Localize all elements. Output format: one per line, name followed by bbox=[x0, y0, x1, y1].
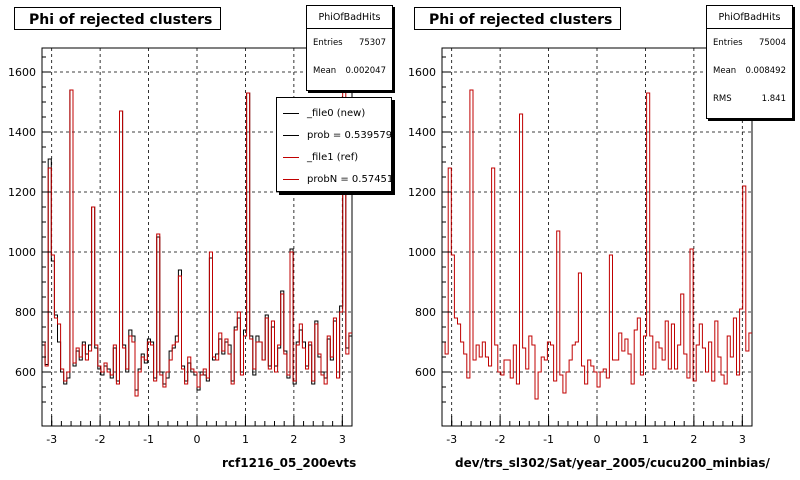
x-tick-label: -1 bbox=[543, 433, 554, 446]
stats-label: Mean bbox=[713, 66, 737, 76]
stats-row-rms: RMS 1.841 bbox=[707, 85, 792, 113]
x-tick-label: -1 bbox=[143, 433, 154, 446]
stats-box-left: PhiOfBadHits Entries 75307 Mean 0.002047 bbox=[306, 5, 393, 91]
stats-label: Entries bbox=[313, 38, 343, 48]
y-tick-label: 1200 bbox=[8, 186, 36, 199]
legend-entry: probN = 0.574515 bbox=[277, 168, 391, 190]
legend-swatch bbox=[283, 156, 299, 158]
legend-entry: _file1 (ref) bbox=[277, 146, 391, 168]
legend-swatch bbox=[283, 112, 299, 114]
stats-label: RMS bbox=[713, 94, 732, 104]
histogram-series bbox=[442, 89, 752, 400]
chart-title-right: Phi of rejected clusters bbox=[414, 7, 621, 30]
stats-title: PhiOfBadHits bbox=[707, 6, 792, 29]
x-tick-label: 1 bbox=[642, 433, 649, 446]
y-tick-label: 1400 bbox=[8, 126, 36, 139]
x-tick-label: 1 bbox=[242, 433, 249, 446]
legend-left: _file0 (new) prob = 0.539579 _file1 (ref… bbox=[276, 97, 392, 192]
y-tick-label: 1000 bbox=[8, 246, 36, 259]
stats-row-mean: Mean 0.008492 bbox=[707, 57, 792, 85]
right-histogram-chart: 600 800 1000 1200 1400 1600 -3 -2 -1 0 1 2 3 bbox=[408, 47, 753, 446]
chart-title-left: Phi of rejected clusters bbox=[14, 7, 221, 30]
legend-label: _file1 (ref) bbox=[307, 151, 359, 163]
y-tick-label: 600 bbox=[415, 366, 436, 379]
x-tick-label: 0 bbox=[594, 433, 601, 446]
x-tick-label: -2 bbox=[95, 433, 106, 446]
legend-label: probN = 0.574515 bbox=[307, 173, 392, 185]
x-tick-label: 2 bbox=[290, 433, 297, 446]
legend-label: prob = 0.539579 bbox=[307, 129, 392, 141]
legend-swatch bbox=[283, 178, 299, 180]
y-tick-label: 1600 bbox=[8, 66, 36, 79]
axis-layer: 600 800 1000 1200 1400 1600 -3 -2 -1 0 1 2 3 bbox=[408, 56, 746, 446]
series-layer bbox=[442, 89, 752, 400]
x-axis-title-left: rcf1216_05_200evts bbox=[222, 456, 357, 470]
stats-label: Entries bbox=[713, 38, 743, 48]
y-tick-label: 1200 bbox=[408, 186, 436, 199]
grid bbox=[442, 48, 752, 426]
y-tick-label: 800 bbox=[15, 306, 36, 319]
legend-label: _file0 (new) bbox=[307, 107, 366, 119]
x-tick-label: 2 bbox=[690, 433, 697, 446]
legend-entry: prob = 0.539579 bbox=[277, 124, 391, 146]
y-tick-label: 1000 bbox=[408, 246, 436, 259]
stats-value: 1.841 bbox=[761, 94, 786, 104]
x-tick-label: -3 bbox=[46, 433, 57, 446]
stats-label: Mean bbox=[313, 66, 337, 76]
y-tick-label: 1400 bbox=[408, 126, 436, 139]
stats-row-mean: Mean 0.002047 bbox=[307, 57, 392, 85]
series-layer bbox=[42, 71, 352, 397]
stats-value: 75004 bbox=[758, 38, 786, 48]
axis-layer: 600 800 1000 1200 1400 1600 -3 -2 -1 0 1 2 3 bbox=[8, 56, 346, 446]
y-tick-label: 1600 bbox=[408, 66, 436, 79]
y-tick-label: 800 bbox=[415, 306, 436, 319]
legend-swatch bbox=[283, 134, 299, 136]
x-tick-label: -2 bbox=[495, 433, 506, 446]
stats-value: 0.008492 bbox=[745, 66, 786, 76]
x-tick-label: 3 bbox=[339, 433, 346, 446]
legend-entry: _file0 (new) bbox=[277, 102, 391, 124]
stats-row-entries: Entries 75307 bbox=[307, 29, 392, 57]
stats-value: 75307 bbox=[358, 38, 386, 48]
y-tick-label: 600 bbox=[15, 366, 36, 379]
stats-title: PhiOfBadHits bbox=[307, 6, 392, 29]
stats-row-entries: Entries 75004 bbox=[707, 29, 792, 57]
stats-value: 0.002047 bbox=[345, 66, 386, 76]
x-axis-title-right: dev/trs_sl302/Sat/year_2005/cucu200_minb… bbox=[455, 456, 770, 470]
histogram-series bbox=[42, 71, 352, 397]
x-tick-label: -3 bbox=[446, 433, 457, 446]
x-tick-label: 0 bbox=[194, 433, 201, 446]
x-tick-label: 3 bbox=[739, 433, 746, 446]
stats-box-right: PhiOfBadHits Entries 75004 Mean 0.008492… bbox=[706, 5, 793, 119]
